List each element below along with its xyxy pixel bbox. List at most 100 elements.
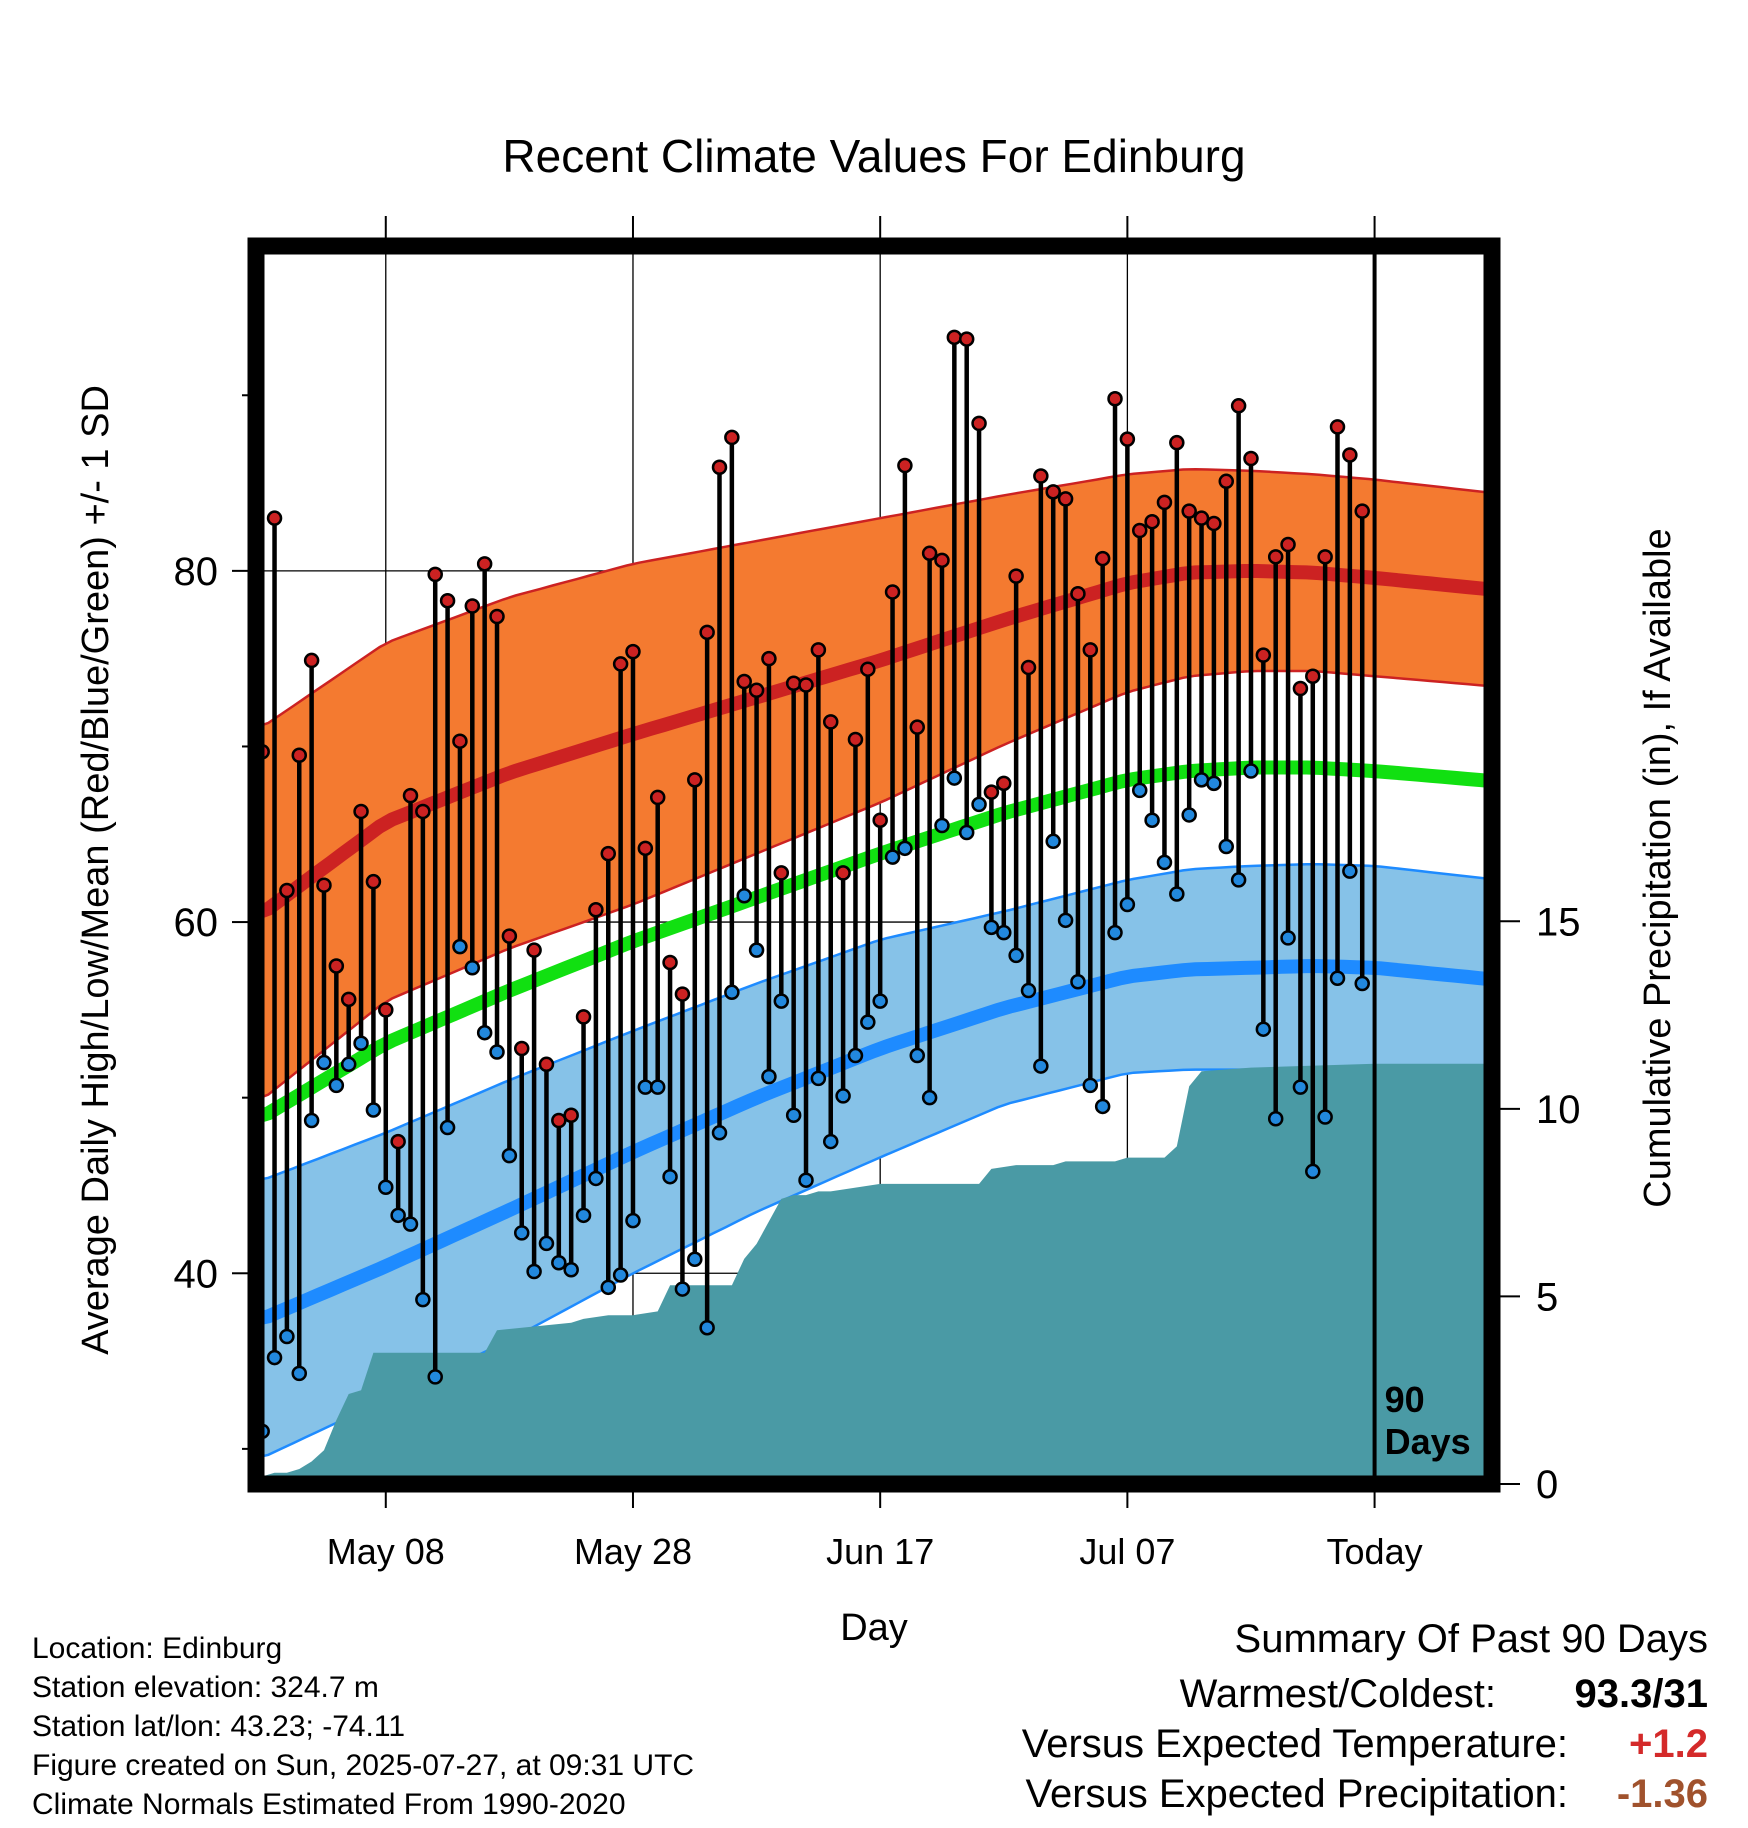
low-point (971, 796, 987, 813)
high-point (662, 954, 678, 971)
high-point (1156, 494, 1173, 511)
precipitation-area (262, 1063, 1486, 1484)
low-point (687, 1251, 703, 1267)
high-point (1094, 550, 1111, 567)
high-point (897, 457, 913, 474)
high-point (464, 598, 481, 614)
low-point (1107, 924, 1123, 941)
high-point (773, 865, 790, 881)
low-point (1144, 812, 1160, 828)
high-point (588, 902, 604, 918)
high-point (452, 733, 468, 749)
high-point (625, 643, 641, 660)
high-point (1230, 398, 1247, 414)
low-point (872, 993, 888, 1009)
low-point (761, 1068, 777, 1085)
cumulative-precip-area (262, 1063, 1486, 1484)
high-point (1057, 491, 1074, 507)
low-point (724, 984, 740, 1001)
low-point (1131, 782, 1148, 799)
high-point (958, 331, 975, 347)
high-point (724, 429, 740, 446)
high-point (378, 1002, 394, 1018)
high-point (1144, 513, 1160, 530)
low-point (810, 1070, 827, 1087)
low-point (526, 1263, 542, 1280)
figure-created: Figure created on Sun, 2025-07-27, at 09… (32, 1749, 695, 1782)
x-tick-label: Today (1327, 1531, 1423, 1572)
low-point (1292, 1079, 1309, 1095)
low-point (1218, 838, 1235, 855)
low-point (1045, 833, 1061, 850)
low-point (439, 1119, 456, 1136)
high-point (316, 877, 332, 893)
high-point (798, 677, 814, 693)
high-point (1342, 447, 1358, 463)
high-point (1267, 549, 1284, 565)
x-tick-label: May 28 (574, 1531, 692, 1572)
high-point (563, 1107, 579, 1123)
low-point (353, 1035, 369, 1051)
high-point (279, 882, 295, 899)
low-point (921, 1089, 938, 1106)
high-point (1317, 549, 1333, 565)
high-point (1354, 503, 1370, 519)
y2-tick-label: 15 (1536, 900, 1581, 944)
warmest-coldest-label: Warmest/Coldest: (1179, 1672, 1496, 1716)
x-tick-label: Jun 17 (826, 1531, 934, 1572)
station-latlon: Station lat/lon: 43.23; -74.11 (32, 1710, 406, 1743)
low-point (1317, 1109, 1333, 1125)
low-point (1082, 1077, 1099, 1094)
low-point (563, 1262, 579, 1278)
high-point (1107, 391, 1123, 407)
high-point (711, 459, 728, 476)
low-point (1230, 872, 1247, 888)
low-point (390, 1207, 406, 1224)
low-point (699, 1319, 715, 1336)
low-point (1156, 854, 1173, 871)
low-point (489, 1044, 505, 1060)
high-point (476, 556, 493, 572)
high-point (365, 873, 382, 890)
low-point (996, 924, 1012, 941)
low-point (983, 919, 1000, 936)
warmest-coldest-value: 93.3/31 (1574, 1672, 1708, 1716)
high-point (1045, 484, 1061, 500)
y-tick-label: 40 (174, 1252, 219, 1296)
low-point (1267, 1110, 1284, 1127)
high-point (1131, 522, 1148, 539)
y2-tick-label: 5 (1536, 1275, 1558, 1319)
high-point (439, 592, 456, 609)
x-tick-label: May 08 (327, 1531, 445, 1572)
high-point (748, 682, 765, 699)
low-point (1094, 1098, 1111, 1115)
low-point (340, 1056, 357, 1073)
y2-tick-label: 10 (1536, 1088, 1581, 1132)
low-point (748, 942, 765, 958)
high-point (390, 1133, 406, 1150)
low-point (835, 1088, 851, 1104)
high-point (687, 772, 703, 788)
low-point (736, 887, 752, 904)
high-point (1280, 536, 1296, 553)
low-point (1193, 772, 1210, 788)
summary-heading: Summary Of Past 90 Days (1234, 1617, 1708, 1661)
high-point (835, 865, 851, 881)
low-point (476, 1024, 493, 1041)
low-point (884, 849, 901, 865)
high-point (1082, 642, 1099, 658)
high-point (415, 803, 431, 820)
low-point (711, 1125, 728, 1141)
station-location: Location: Edinburg (32, 1632, 283, 1665)
high-point (934, 552, 950, 569)
high-point (1218, 473, 1235, 490)
high-point (884, 584, 901, 600)
low-point (452, 938, 468, 955)
high-point (860, 661, 876, 677)
low-point (1169, 886, 1185, 902)
low-point (415, 1291, 431, 1308)
low-point (662, 1168, 678, 1185)
low-point (798, 1172, 814, 1188)
low-point (674, 1281, 691, 1297)
y2-axis-label: Cumulative Precipitation (in), If Availa… (1637, 528, 1679, 1207)
